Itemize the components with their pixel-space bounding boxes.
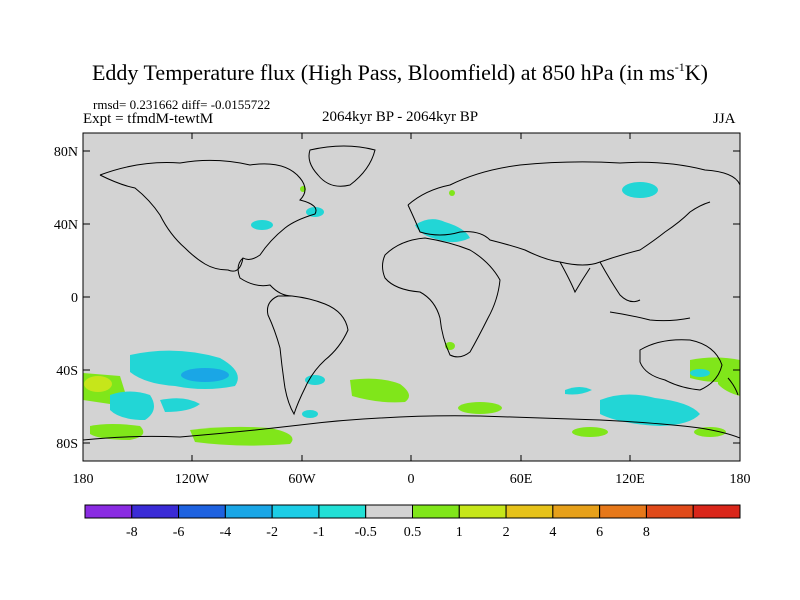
contour-patch — [350, 378, 409, 403]
x-tick-label: 120W — [175, 472, 210, 487]
contour-patch — [694, 427, 726, 437]
contour-patch — [449, 190, 455, 196]
colorbar-box — [645, 504, 694, 519]
x-tick-label: 180 — [730, 472, 751, 487]
colorbar-label: 6 — [596, 525, 603, 540]
ticks — [83, 133, 740, 461]
colorbar-label: -8 — [126, 525, 138, 540]
colorbar-box — [131, 504, 180, 519]
y-tick-label: 80S — [56, 437, 78, 452]
colorbar-label: -4 — [220, 525, 232, 540]
contour-patch — [160, 398, 200, 412]
colorbar-box — [224, 504, 273, 519]
contour-patch — [251, 220, 273, 230]
colorbar-label: 4 — [549, 525, 556, 540]
contour-patch — [90, 424, 144, 440]
colorbar-label: 2 — [503, 525, 510, 540]
colorbar-label: -1 — [313, 525, 325, 540]
contour-patch — [84, 376, 112, 392]
coastlines — [83, 145, 740, 441]
y-tick-label: 40S — [56, 364, 78, 379]
x-tick-label: 120E — [615, 472, 645, 487]
contour-patch — [305, 375, 325, 385]
diff-value: -0.0155722 — [210, 97, 271, 112]
contour-patch — [600, 394, 700, 426]
x-tick-label: 60E — [510, 472, 533, 487]
rmsd-value: 0.231662 — [129, 97, 179, 112]
colorbar: -8 -6 -4 -2 -1 -0.5 0.5 1 2 4 6 8 — [84, 504, 741, 540]
colorbar-label: -0.5 — [355, 525, 377, 540]
contour-patch — [718, 370, 740, 396]
contour-patch — [415, 219, 470, 243]
colorbar-box — [365, 504, 414, 519]
colorbar-box — [458, 504, 507, 519]
plot-title: Eddy Temperature flux (High Pass, Bloomf… — [91, 60, 708, 85]
x-tick-label: 0 — [408, 472, 415, 487]
contour-patch — [622, 182, 658, 198]
colorbar-box — [412, 504, 460, 519]
colorbar-box — [178, 504, 226, 519]
x-tick-label: 180 — [73, 472, 94, 487]
colorbar-label: 1 — [456, 525, 463, 540]
x-tick-label: 60W — [288, 472, 316, 487]
y-tick-label: 0 — [71, 291, 78, 306]
contour-patch — [565, 387, 592, 395]
colorbar-label: -6 — [173, 525, 185, 540]
colorbar-box — [692, 504, 741, 519]
colorbar-label: -2 — [266, 525, 278, 540]
colorbar-box — [84, 504, 133, 519]
season-label: JJA — [713, 111, 736, 127]
colorbar-box — [271, 504, 320, 519]
x-axis-labels: 180 120W 60W 0 60E 120E 180 — [73, 472, 751, 487]
contour-patch — [190, 426, 293, 446]
contour-patch — [302, 410, 318, 418]
contour-patch — [110, 391, 154, 420]
contour-patch — [458, 402, 502, 414]
colorbar-box — [318, 504, 367, 519]
contour-fills — [83, 145, 740, 446]
contour-patch — [181, 368, 229, 382]
y-tick-label: 40N — [54, 218, 78, 233]
colorbar-box — [505, 504, 554, 519]
colorbar-label: 0.5 — [404, 525, 422, 540]
contour-patch — [690, 369, 710, 377]
y-tick-label: 80N — [54, 145, 78, 160]
colorbar-box — [599, 504, 647, 519]
period-label: 2064kyr BP - 2064kyr BP — [322, 109, 479, 125]
stats-line: rmsd= 0.231662 diff= -0.0155722 — [93, 97, 271, 112]
contour-patch — [306, 207, 324, 217]
contour-patch — [572, 427, 608, 437]
colorbar-box — [552, 504, 601, 519]
experiment-label: Expt = tfmdM-tewtM — [83, 111, 214, 127]
y-axis-labels: 80N 40N 0 40S 80S — [54, 145, 78, 452]
colorbar-label: 8 — [643, 525, 650, 540]
